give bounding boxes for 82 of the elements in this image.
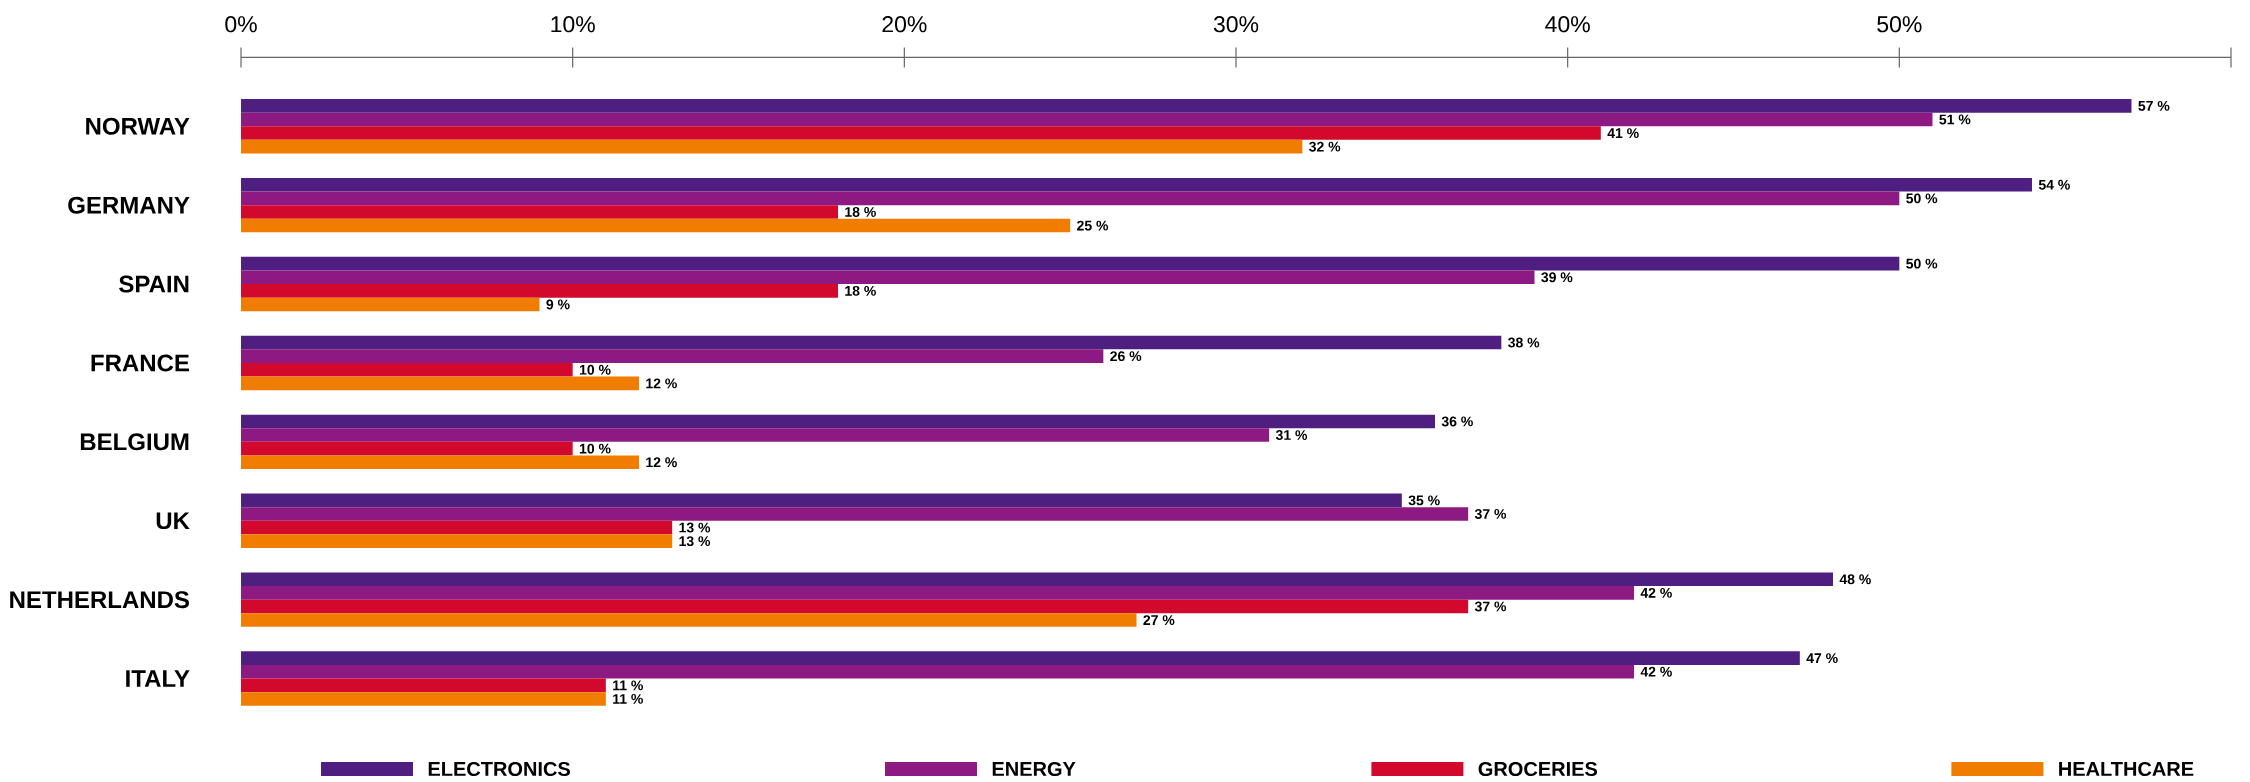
bar	[241, 297, 540, 312]
bar	[241, 613, 1137, 627]
y-tick-label: GERMANY	[68, 196, 190, 214]
data-label: 32 %	[1309, 141, 1341, 152]
data-label: 26 %	[1110, 351, 1142, 362]
data-label: 38 %	[1508, 337, 1540, 348]
data-label: 47 %	[1806, 653, 1838, 664]
data-label: 13 %	[679, 522, 711, 533]
legend-label: GROCERIES	[1478, 761, 1598, 777]
data-label: 37 %	[1474, 601, 1507, 612]
bar	[241, 191, 1900, 206]
x-tick-label: 0%	[225, 16, 257, 33]
data-label: 39 %	[1541, 272, 1573, 283]
y-tick-label: NORWAY	[86, 117, 190, 135]
x-tick-label: 30%	[1213, 16, 1259, 33]
bar	[241, 678, 606, 693]
bar	[241, 270, 1535, 285]
x-tick-label: 50%	[1877, 16, 1922, 33]
bar	[241, 256, 1900, 271]
bar	[241, 218, 1071, 233]
y-tick-label: SPAIN	[119, 275, 189, 293]
data-label: 57 %	[2138, 100, 2170, 111]
data-label: 35 %	[1408, 495, 1440, 506]
data-label: 25 %	[1077, 220, 1109, 231]
bar	[241, 177, 2032, 192]
data-label: 12 %	[646, 457, 677, 468]
bar	[241, 414, 1435, 429]
bar	[241, 441, 573, 456]
bar	[241, 335, 1502, 350]
data-label: 31 %	[1275, 430, 1308, 441]
bar	[241, 507, 1469, 521]
y-tick-label: NETHERLANDS	[10, 591, 189, 609]
bar	[241, 534, 673, 548]
data-label: 51 %	[1939, 114, 1971, 125]
bar	[241, 692, 606, 706]
x-tick-label: 20%	[882, 16, 927, 33]
data-label: 41 %	[1607, 128, 1639, 138]
x-tick-label: 40%	[1545, 16, 1590, 33]
bar	[241, 651, 1800, 665]
bar	[241, 572, 1833, 587]
bar	[241, 455, 640, 470]
data-label: 12 %	[646, 378, 677, 389]
data-label: 48 %	[1839, 574, 1871, 585]
legend-label: ENERGY	[992, 761, 1076, 777]
data-label: 9 %	[546, 299, 570, 310]
bar	[241, 205, 839, 219]
data-label: 11 %	[613, 680, 643, 691]
bar	[241, 112, 1933, 127]
bar	[241, 349, 1104, 363]
bar	[241, 362, 573, 377]
data-label: 18 %	[845, 285, 876, 296]
bar	[241, 284, 839, 298]
bar	[241, 586, 1634, 600]
bar	[241, 139, 1303, 154]
data-label: 42 %	[1640, 587, 1672, 598]
bar	[241, 376, 640, 391]
y-tick-label: UK	[156, 512, 190, 530]
y-tick-label: BELGIUM	[80, 433, 189, 451]
data-label: 27 %	[1143, 615, 1175, 625]
bar	[241, 428, 1270, 442]
data-label: 50 %	[1906, 193, 1938, 204]
bar	[241, 493, 1402, 508]
data-label: 42 %	[1640, 666, 1672, 677]
data-label: 54 %	[2038, 179, 2070, 190]
legend-label: HEALTHCARE	[2059, 761, 2194, 777]
data-label: 36 %	[1441, 416, 1473, 427]
data-label: 37 %	[1474, 509, 1507, 519]
y-tick-label: ITALY	[126, 670, 190, 687]
bar	[241, 599, 1469, 614]
legend-label: ELECTRONICS	[428, 761, 570, 777]
y-tick-label: FRANCE	[91, 354, 189, 372]
data-label: 50 %	[1906, 258, 1938, 269]
bar	[241, 126, 1601, 140]
data-label: 13 %	[679, 536, 711, 547]
data-label: 10 %	[579, 364, 611, 375]
x-tick-label: 10%	[551, 16, 595, 33]
data-label: 18 %	[845, 207, 876, 217]
data-label: 10 %	[579, 443, 611, 454]
bar	[241, 520, 673, 535]
bar	[241, 664, 1634, 679]
data-label: 11 %	[613, 694, 643, 704]
bar	[241, 99, 2132, 113]
